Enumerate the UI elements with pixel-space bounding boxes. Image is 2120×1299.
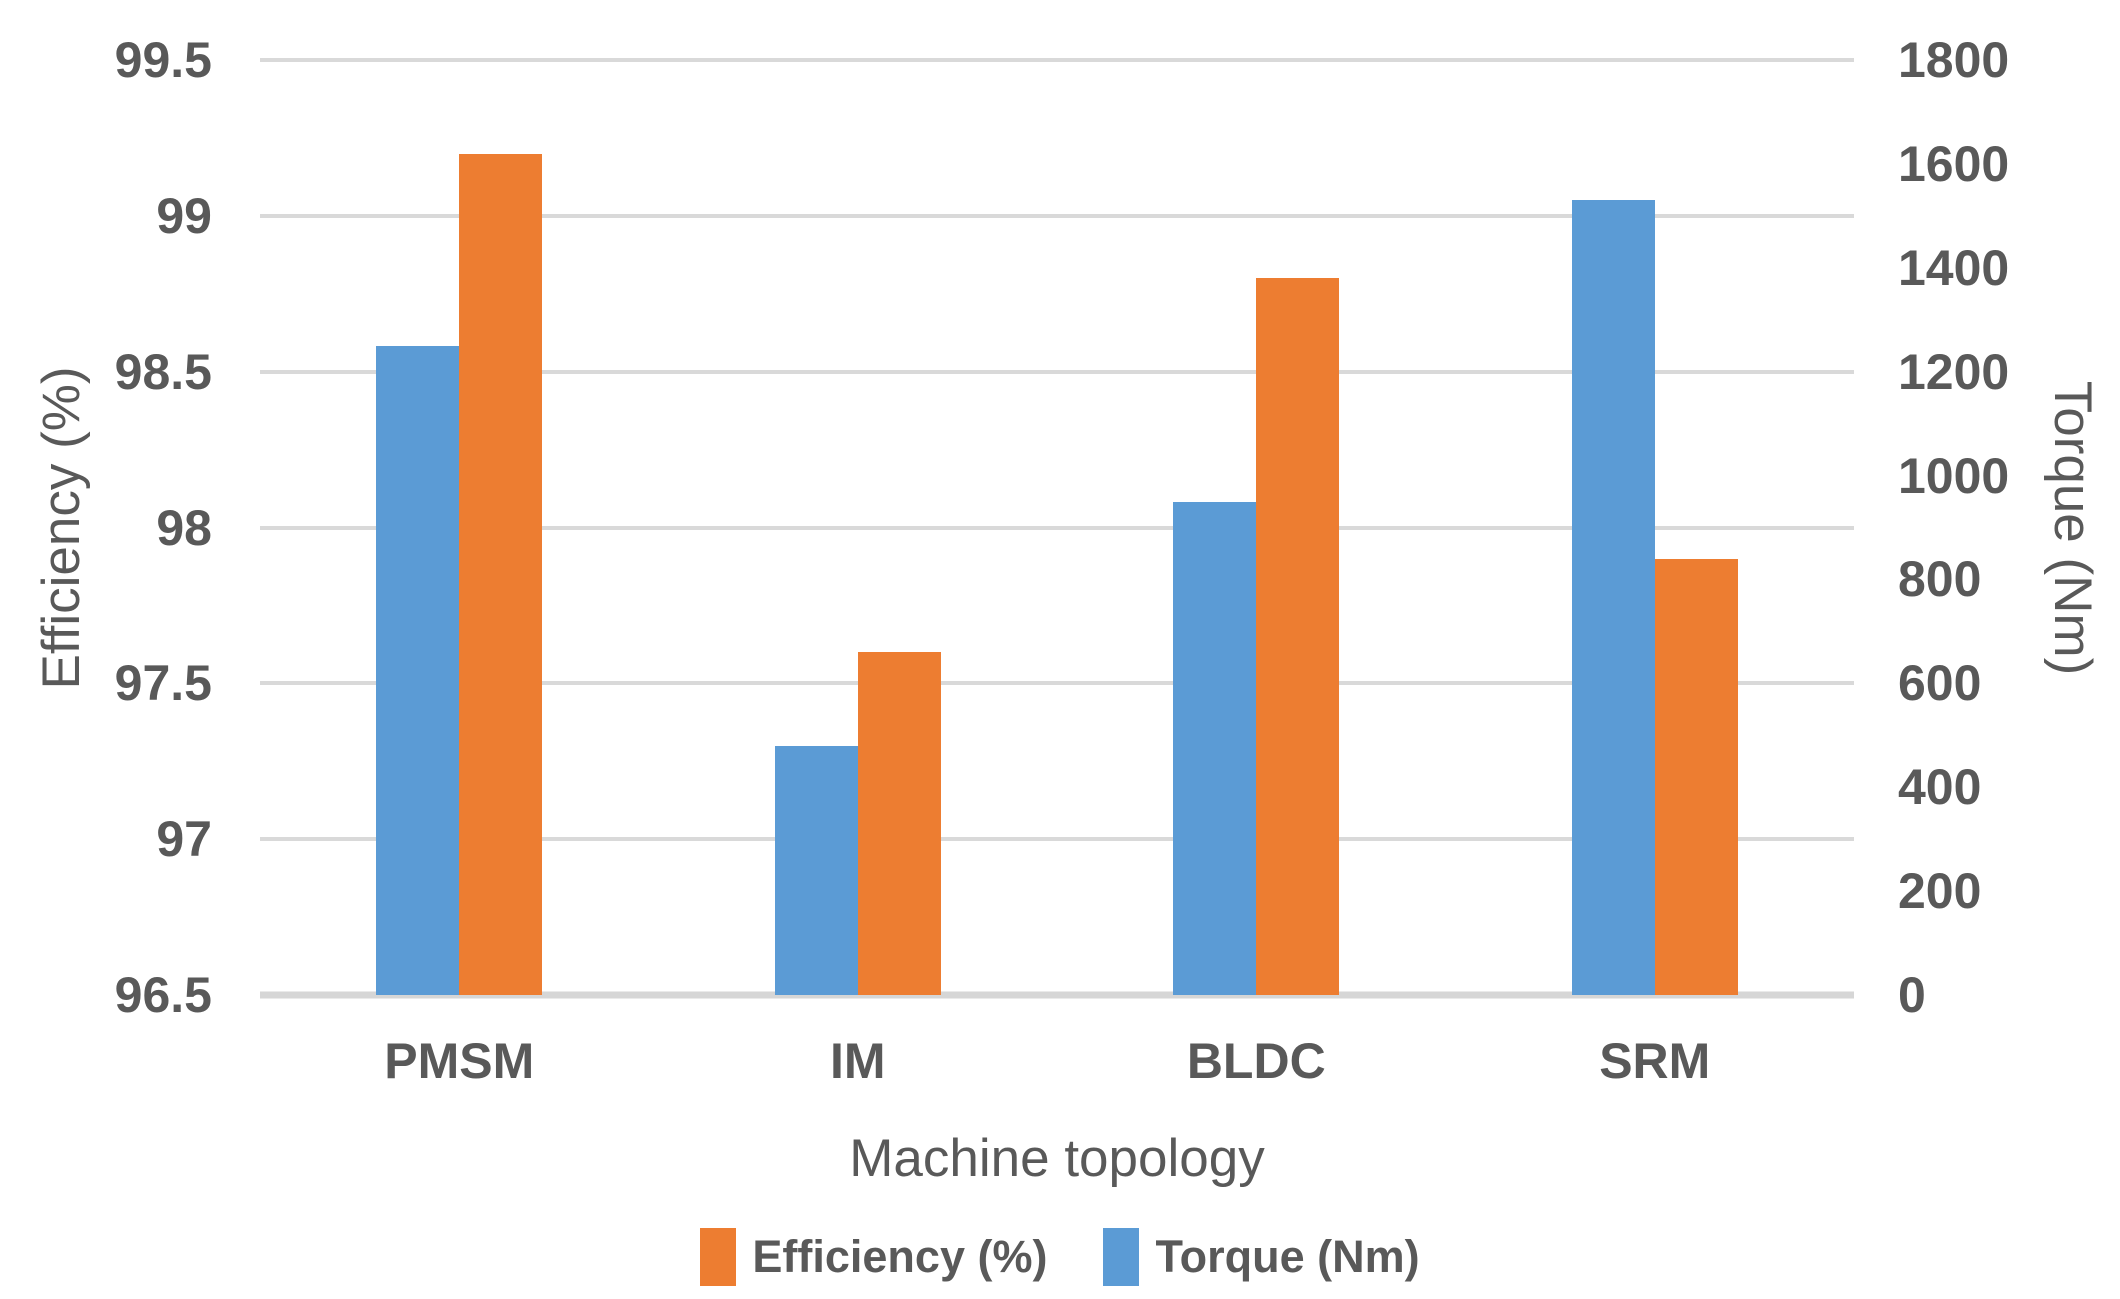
legend: Efficiency (%) Torque (Nm) (0, 1228, 2120, 1286)
category-label-pmsm: PMSM (384, 1033, 535, 1089)
right-axis-tick-label: 1600 (1898, 135, 2010, 192)
left-axis-tick-label: 99.5 (114, 32, 212, 88)
bar-torque-srm (1571, 200, 1655, 995)
bar-group-pmsm (376, 153, 543, 995)
bar-torque-bldc (1173, 501, 1257, 995)
left-axis-tick-label: 98 (156, 499, 212, 556)
left-axis-tick-label: 96.5 (114, 967, 212, 1023)
gridline (260, 369, 1854, 374)
gridline (260, 525, 1854, 530)
left-axis-tick-label: 98.5 (114, 343, 212, 400)
bar-efficiency-bldc (1256, 278, 1340, 995)
legend-label: Efficiency (%) (752, 1231, 1048, 1282)
category-label-im: IM (829, 1033, 886, 1089)
category-label-bldc: BLDC (1186, 1033, 1326, 1089)
bar-torque-im (774, 745, 858, 995)
right-axis-title: Torque (Nm) (2043, 380, 2102, 676)
right-axis-tick-label: 400 (1898, 759, 1982, 816)
plot-area (260, 58, 1854, 999)
gridline (260, 58, 1854, 62)
right-axis-tick-label: 200 (1898, 863, 1982, 920)
right-axis-tick-label: 1000 (1898, 447, 2010, 504)
bar-group-bldc (1173, 278, 1340, 995)
legend-swatch-icon (1103, 1228, 1140, 1286)
bar-efficiency-im (857, 652, 941, 995)
right-axis-tick-label: 1200 (1898, 343, 2010, 400)
right-axis-tick-label: 1800 (1898, 32, 2010, 88)
x-axis-title: Machine topology (849, 1129, 1265, 1188)
bar-torque-pmsm (376, 345, 460, 995)
category-label-srm: SRM (1599, 1033, 1711, 1089)
gridline (260, 837, 1854, 842)
right-axis-tick-label: 1400 (1898, 239, 2010, 296)
legend-swatch-icon (700, 1228, 737, 1286)
bar-group-srm (1571, 200, 1738, 995)
x-axis-line (260, 991, 1854, 999)
left-axis-tick-label: 97.5 (114, 655, 212, 712)
gridline (260, 681, 1854, 686)
right-axis-tick-label: 600 (1898, 655, 1982, 712)
legend-label: Torque (Nm) (1155, 1231, 1420, 1282)
legend-item-torque-nm: Torque (Nm) (1103, 1228, 1420, 1286)
bar-group-im (774, 652, 941, 995)
right-axis-tick-label: 800 (1898, 551, 1982, 608)
bar-efficiency-pmsm (459, 153, 543, 995)
left-axis-tick-label: 99 (156, 187, 212, 244)
legend-item-efficiency: Efficiency (%) (700, 1228, 1047, 1286)
bar-efficiency-srm (1654, 558, 1738, 995)
right-axis-tick-label: 0 (1898, 967, 1926, 1023)
left-axis-tick-label: 97 (156, 811, 212, 868)
gridline (260, 213, 1854, 218)
